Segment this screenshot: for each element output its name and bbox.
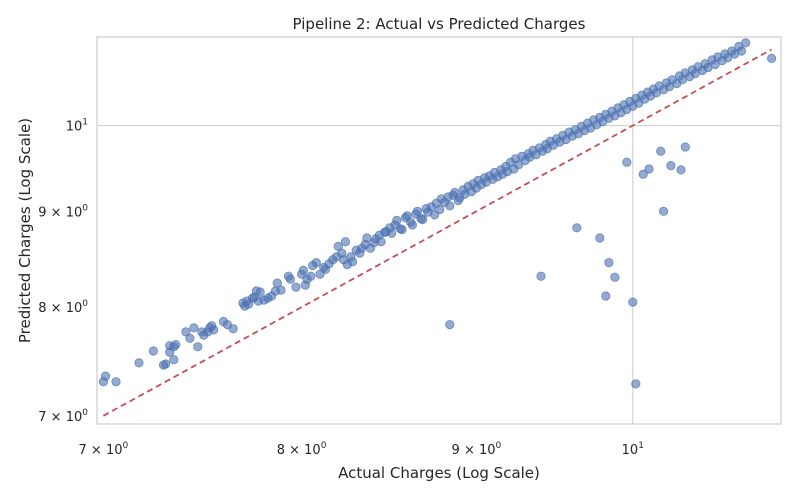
data-point bbox=[298, 265, 308, 275]
data-point bbox=[171, 339, 181, 350]
data-point bbox=[622, 157, 632, 167]
y-axis-label: Predicted Charges (Log Scale) bbox=[16, 118, 34, 343]
data-point bbox=[658, 206, 669, 216]
y-tick-label: 101 bbox=[66, 118, 88, 135]
data-point bbox=[111, 377, 121, 387]
data-point bbox=[644, 164, 654, 174]
data-points bbox=[98, 38, 777, 389]
data-point bbox=[311, 257, 321, 268]
data-point bbox=[209, 325, 219, 335]
data-point bbox=[340, 237, 351, 247]
data-point bbox=[386, 228, 397, 238]
x-tick-label: 101 bbox=[622, 441, 644, 458]
data-point bbox=[392, 215, 402, 225]
data-point bbox=[276, 285, 286, 295]
data-point bbox=[185, 333, 195, 343]
data-point bbox=[628, 297, 638, 307]
y-tick-label: 8 × 100 bbox=[38, 299, 88, 316]
data-point bbox=[656, 146, 666, 156]
reference-line bbox=[102, 48, 772, 417]
data-point bbox=[161, 359, 171, 369]
reference-line-layer bbox=[102, 48, 772, 417]
data-point bbox=[680, 142, 690, 152]
data-point bbox=[435, 204, 445, 215]
data-point bbox=[572, 223, 582, 233]
x-axis-label: Actual Charges (Log Scale) bbox=[338, 464, 540, 482]
data-point bbox=[445, 201, 455, 211]
data-point bbox=[412, 206, 423, 216]
data-point bbox=[189, 323, 199, 333]
data-point bbox=[255, 287, 265, 297]
data-point bbox=[666, 161, 676, 171]
data-point bbox=[676, 165, 686, 175]
data-point bbox=[347, 257, 358, 267]
data-point bbox=[536, 271, 546, 281]
data-point bbox=[291, 282, 301, 292]
data-point bbox=[148, 346, 158, 356]
data-point bbox=[134, 358, 144, 368]
data-point bbox=[445, 319, 455, 330]
data-point bbox=[418, 214, 428, 225]
data-point bbox=[362, 233, 372, 243]
data-point bbox=[169, 355, 179, 365]
data-point bbox=[604, 257, 614, 268]
y-tick-label: 7 × 100 bbox=[38, 408, 88, 425]
y-tick-labels: 7 × 100 8 × 100 9 × 100 101 bbox=[38, 118, 88, 425]
data-point bbox=[741, 38, 751, 48]
data-point bbox=[514, 160, 524, 170]
data-point bbox=[193, 342, 203, 352]
x-tick-labels: 7 × 100 8 × 100 9 × 100 101 bbox=[79, 441, 644, 458]
x-tick-label: 7 × 100 bbox=[79, 441, 129, 458]
x-tick-label: 9 × 100 bbox=[452, 441, 502, 458]
x-tick-label: 8 × 100 bbox=[277, 441, 327, 458]
data-point bbox=[631, 379, 641, 389]
y-tick-label: 9 × 100 bbox=[38, 203, 88, 220]
data-point bbox=[306, 271, 316, 281]
data-point bbox=[397, 225, 407, 235]
data-point bbox=[638, 169, 648, 179]
data-point bbox=[100, 371, 111, 381]
data-point bbox=[610, 272, 620, 282]
data-point bbox=[407, 220, 417, 230]
data-point bbox=[766, 53, 777, 64]
data-point bbox=[272, 278, 282, 288]
data-point bbox=[376, 237, 386, 247]
plot-frame bbox=[96, 36, 782, 425]
data-point bbox=[285, 274, 295, 284]
data-point bbox=[601, 291, 611, 301]
data-point bbox=[228, 324, 238, 334]
chart-title: Pipeline 2: Actual vs Predicted Charges bbox=[293, 15, 586, 33]
data-point bbox=[595, 233, 605, 243]
data-point bbox=[736, 46, 747, 56]
